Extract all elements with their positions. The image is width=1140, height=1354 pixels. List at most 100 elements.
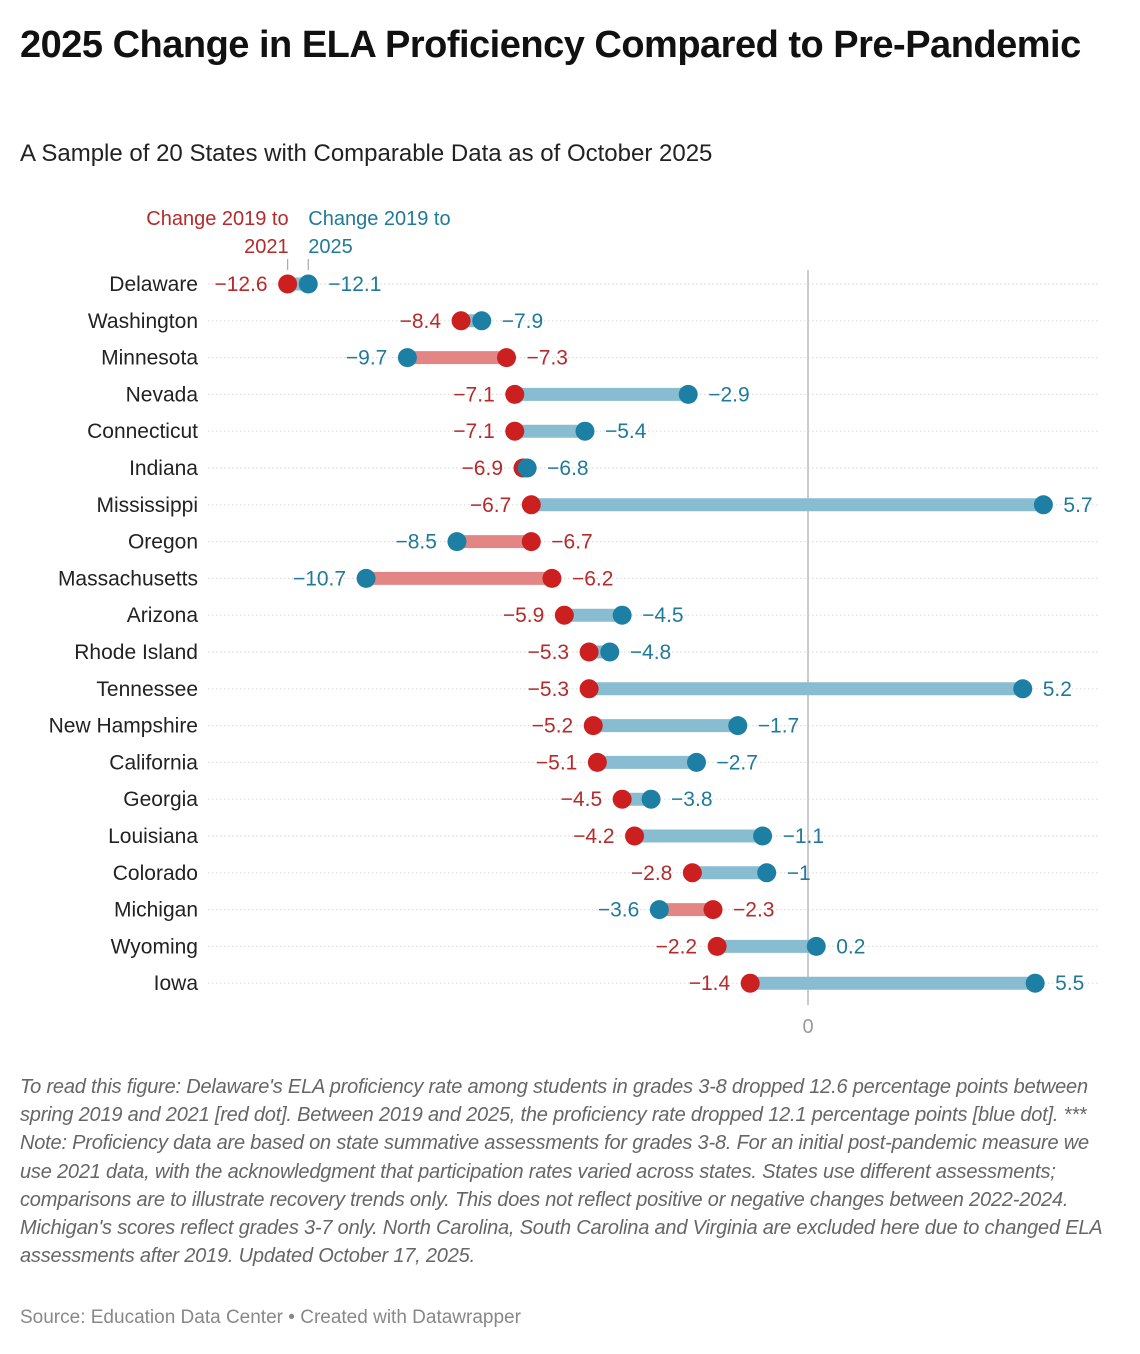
dot-2025 (641, 789, 661, 809)
legend-label-2025: 2025 (308, 236, 353, 258)
state-label: Colorado (113, 862, 198, 885)
state-label: Nevada (126, 383, 199, 406)
chart-notes: To read this figure: Delaware's ELA prof… (20, 1076, 1102, 1268)
state-label: Oregon (128, 531, 198, 554)
state-label: Iowa (154, 972, 199, 995)
dot-2021 (703, 900, 723, 920)
value-label-2021: −6.7 (551, 531, 592, 554)
value-label-2025: −10.7 (293, 567, 346, 590)
dot-2025 (298, 274, 318, 294)
legend-label-2025: Change 2019 to (308, 208, 450, 230)
value-label-2025: −3.6 (598, 899, 639, 922)
dot-2025 (686, 752, 706, 772)
dot-2021 (682, 863, 702, 883)
dot-2025 (728, 716, 748, 736)
chart-subtitle: A Sample of 20 States with Comparable Da… (20, 140, 713, 167)
state-label: Arizona (127, 604, 199, 627)
value-label-2025: −1.7 (758, 715, 799, 738)
dot-2025 (472, 311, 492, 331)
value-label-2025: −8.5 (395, 531, 436, 554)
dot-2025 (649, 900, 669, 920)
dot-2021 (740, 973, 760, 993)
value-label-2021: −7.3 (527, 347, 568, 370)
dot-2025 (397, 348, 417, 368)
dot-2025 (517, 458, 537, 478)
state-label: Delaware (109, 273, 198, 296)
value-label-2025: −4.5 (642, 604, 683, 627)
value-label-2021: −6.7 (470, 494, 511, 517)
state-label: Louisiana (108, 825, 198, 848)
dot-2025 (757, 863, 777, 883)
value-label-2025: −6.8 (547, 457, 588, 480)
value-label-2021: −2.3 (733, 899, 774, 922)
dot-2025 (1025, 973, 1045, 993)
dot-2021 (497, 348, 517, 368)
value-label-2021: −12.6 (214, 273, 267, 296)
dot-range-chart: 0 Delaware −12.6 −12.1 Washington −8.4 −7.9 Min… (49, 208, 1100, 1038)
credit-text: Created with Datawrapper (300, 1307, 521, 1328)
dot-2021 (278, 274, 298, 294)
source-text: Source: Education Data Center (20, 1307, 283, 1328)
dot-2025 (356, 568, 376, 588)
value-label-2021: −5.3 (528, 678, 569, 701)
dot-2025 (1033, 495, 1053, 515)
value-label-2021: −5.3 (528, 641, 569, 664)
dot-2021 (583, 716, 603, 736)
state-label: Georgia (123, 788, 198, 811)
chart-title: 2025 Change in ELA Proficiency Compared … (20, 24, 1081, 66)
value-label-2025: −2.7 (716, 751, 757, 774)
legend-label-2021: 2021 (244, 236, 289, 258)
value-label-2025: −5.4 (605, 420, 647, 443)
value-label-2021: −5.9 (503, 604, 544, 627)
dot-2021 (612, 789, 632, 809)
dot-2025 (806, 936, 826, 956)
value-label-2025: −3.8 (671, 788, 712, 811)
value-label-2021: −6.2 (572, 567, 613, 590)
value-label-2021: −7.1 (453, 383, 494, 406)
value-label-2021: −7.1 (453, 420, 494, 443)
value-label-2021: −6.9 (462, 457, 503, 480)
dot-2021 (579, 679, 599, 699)
dot-2025 (447, 532, 467, 552)
state-label: Connecticut (87, 420, 198, 443)
state-label: Minnesota (101, 347, 198, 370)
value-label-2021: −1.4 (689, 972, 731, 995)
value-label-2025: −9.7 (346, 347, 387, 370)
value-label-2025: 5.7 (1063, 494, 1092, 517)
value-label-2021: −5.2 (532, 715, 573, 738)
value-label-2021: −5.1 (536, 751, 577, 774)
chart-source-line: Source: Education Data Center • Created … (20, 1307, 521, 1329)
value-label-2025: −1.1 (783, 825, 824, 848)
dot-2021 (707, 936, 727, 956)
value-label-2025: 5.2 (1043, 678, 1072, 701)
value-label-2025: −4.8 (630, 641, 671, 664)
dot-2021 (505, 384, 525, 404)
state-label: Mississippi (96, 494, 198, 517)
state-label: Michigan (114, 899, 198, 922)
value-label-2025: 0.2 (836, 935, 865, 958)
dot-2025 (1013, 679, 1033, 699)
dot-2021 (521, 495, 541, 515)
state-label: Tennessee (96, 678, 198, 701)
dot-2025 (612, 605, 632, 625)
dot-2021 (451, 311, 471, 331)
state-label: California (109, 751, 198, 774)
value-label-2025: −1 (787, 862, 811, 885)
dot-2021 (587, 752, 607, 772)
value-label-2021: −2.2 (656, 935, 697, 958)
state-label: Wyoming (111, 935, 198, 958)
state-label: Washington (88, 310, 198, 333)
source-separator: • (288, 1307, 295, 1328)
dot-2025 (678, 384, 698, 404)
value-label-2021: −2.8 (631, 862, 672, 885)
state-label: Massachusetts (58, 567, 198, 590)
value-label-2021: −4.2 (573, 825, 614, 848)
state-label: Indiana (129, 457, 198, 480)
value-label-2025: −12.1 (328, 273, 381, 296)
legend-label-2021: Change 2019 to (146, 208, 288, 230)
dot-2025 (575, 421, 595, 441)
state-label: Rhode Island (74, 641, 198, 664)
x-tick-label: 0 (802, 1016, 813, 1038)
state-label: New Hampshire (49, 715, 198, 738)
dot-2021 (625, 826, 645, 846)
